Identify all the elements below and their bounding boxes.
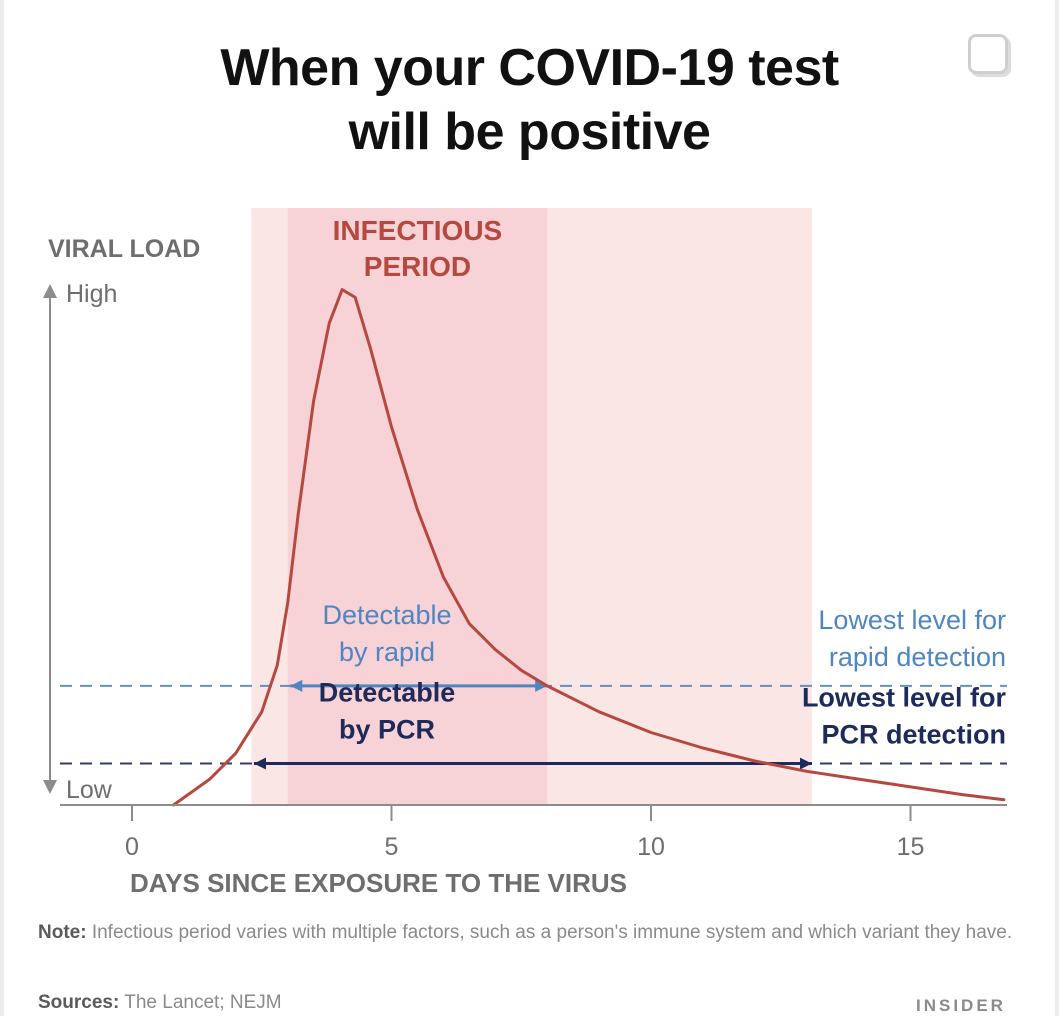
bookmark-checkbox-icon[interactable]: [968, 34, 1008, 74]
brand-logo: INSIDER: [916, 996, 1006, 1015]
rapid-detectable-label-line-2: by rapid: [339, 637, 435, 667]
x-tick-label-0: 0: [125, 833, 139, 861]
x-tick-label-5: 5: [385, 833, 399, 861]
y-axis-title: VIRAL LOAD: [48, 235, 200, 263]
chart-title-line-2: will be positive: [348, 103, 711, 161]
sources-text: The Lancet; NEJM: [119, 992, 282, 1013]
viral-load-chart: INFECTIOUS PERIOD Detectable by rapid Lowest…: [43, 208, 1007, 898]
rapid-lowest-level-label-line-1: Lowest level for: [818, 605, 1006, 635]
infectious-period-label-line-1: INFECTIOUS: [333, 215, 503, 246]
pcr-detectable-label-line-1: Detectable: [319, 678, 456, 708]
rapid-lowest-level-label-line-2: rapid detection: [829, 642, 1006, 672]
pcr-lowest-level-label-line-1: Lowest level for: [802, 683, 1007, 713]
rapid-detectable-label-line-1: Detectable: [322, 600, 451, 630]
chart-card: When your COVID-19 test will be positive…: [4, 0, 1055, 1016]
x-tick-label-10: 10: [637, 833, 665, 861]
y-axis-high-label: High: [66, 280, 117, 308]
pcr-lowest-level-label-line-2: PCR detection: [821, 720, 1006, 750]
y-axis-up-arrow-icon: [43, 284, 57, 298]
chart-title: When your COVID-19 test will be positive: [4, 36, 1055, 164]
x-axis-title: DAYS SINCE EXPOSURE TO THE VIRUS: [130, 868, 627, 898]
y-axis-low-label: Low: [66, 776, 113, 804]
viral-load-curve: [172, 288, 1006, 807]
x-tick-label-15: 15: [897, 833, 925, 861]
chart-title-line-1: When your COVID-19 test: [220, 39, 839, 97]
note-text: Infectious period varies with multiple f…: [86, 922, 1013, 943]
sources-label: Sources:: [38, 992, 120, 1013]
pcr-detectable-label-line-2: by PCR: [339, 715, 435, 745]
chart-note: Note: Infectious period varies with mult…: [38, 918, 1018, 948]
note-label: Note:: [38, 922, 87, 943]
infectious-period-label-line-2: PERIOD: [364, 251, 471, 282]
chart-sources: Sources: The Lancet; NEJM: [38, 992, 282, 1014]
y-axis-down-arrow-icon: [43, 780, 57, 794]
